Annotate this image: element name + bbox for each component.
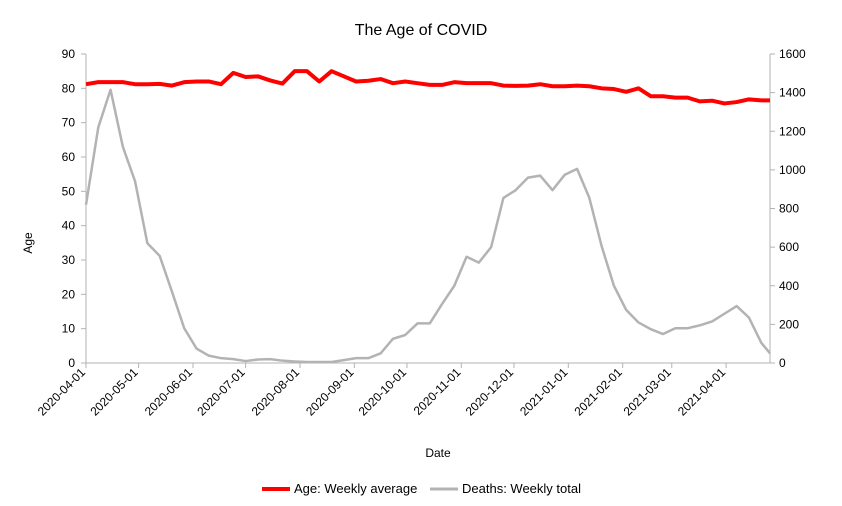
y-tick-label: 70 xyxy=(62,116,76,130)
chart-title: The Age of COVID xyxy=(355,22,488,39)
axes xyxy=(85,54,771,364)
y-tick-label: 80 xyxy=(62,81,76,95)
x-tick-label: 2020-09-01 xyxy=(303,365,357,419)
x-tick-label: 2020-04-01 xyxy=(35,365,89,419)
y2-tick-label: 0 xyxy=(779,356,786,370)
y2-tick-label: 1400 xyxy=(779,86,806,100)
y-tick-label: 30 xyxy=(62,253,76,267)
x-tick-label: 2020-06-01 xyxy=(142,365,196,419)
y2-tick-label: 800 xyxy=(779,202,799,216)
x-axis-label: Date xyxy=(425,446,451,460)
x-tick-label: 2020-08-01 xyxy=(249,365,303,419)
y2-tick-label: 1600 xyxy=(779,47,806,61)
series-line-1 xyxy=(85,69,770,106)
legend-label-2: Deaths: Weekly total xyxy=(462,481,581,496)
y-tick-label: 50 xyxy=(62,184,76,198)
y2-tick-label: 1000 xyxy=(779,163,806,177)
x-tick-label: 2020-05-01 xyxy=(87,365,141,419)
legend-label-1: Age: Weekly average xyxy=(294,481,417,496)
y2-tick-label: 200 xyxy=(779,317,799,331)
series-line-2 xyxy=(84,88,771,364)
x-tick-label: 2021-02-01 xyxy=(571,365,625,419)
x-tick-label: 2020-10-01 xyxy=(356,365,410,419)
x-tick-label: 2020-07-01 xyxy=(194,365,248,419)
legend: Age: Weekly average Deaths: Weekly total xyxy=(262,481,581,496)
x-tick-label: 2021-03-01 xyxy=(621,365,675,419)
y-tick-label: 20 xyxy=(62,287,76,301)
y2-tick-label: 400 xyxy=(779,279,799,293)
y-tick-label: 0 xyxy=(68,356,75,370)
y2-tick-label: 1200 xyxy=(779,124,806,138)
x-tick-label: 2021-04-01 xyxy=(675,365,729,419)
x-tick-label: 2020-11-01 xyxy=(411,365,464,418)
y-tick-label: 90 xyxy=(62,47,76,61)
y-tick-label: 10 xyxy=(62,322,76,336)
y-axis-label: Age xyxy=(21,232,35,254)
plot-area xyxy=(84,69,771,364)
x-tick-label: 2021-01-01 xyxy=(517,365,571,419)
y-tick-label: 40 xyxy=(62,219,76,233)
y2-tick-label: 600 xyxy=(779,240,799,254)
x-tick-label: 2020-12-01 xyxy=(463,365,517,419)
y-tick-label: 60 xyxy=(62,150,76,164)
